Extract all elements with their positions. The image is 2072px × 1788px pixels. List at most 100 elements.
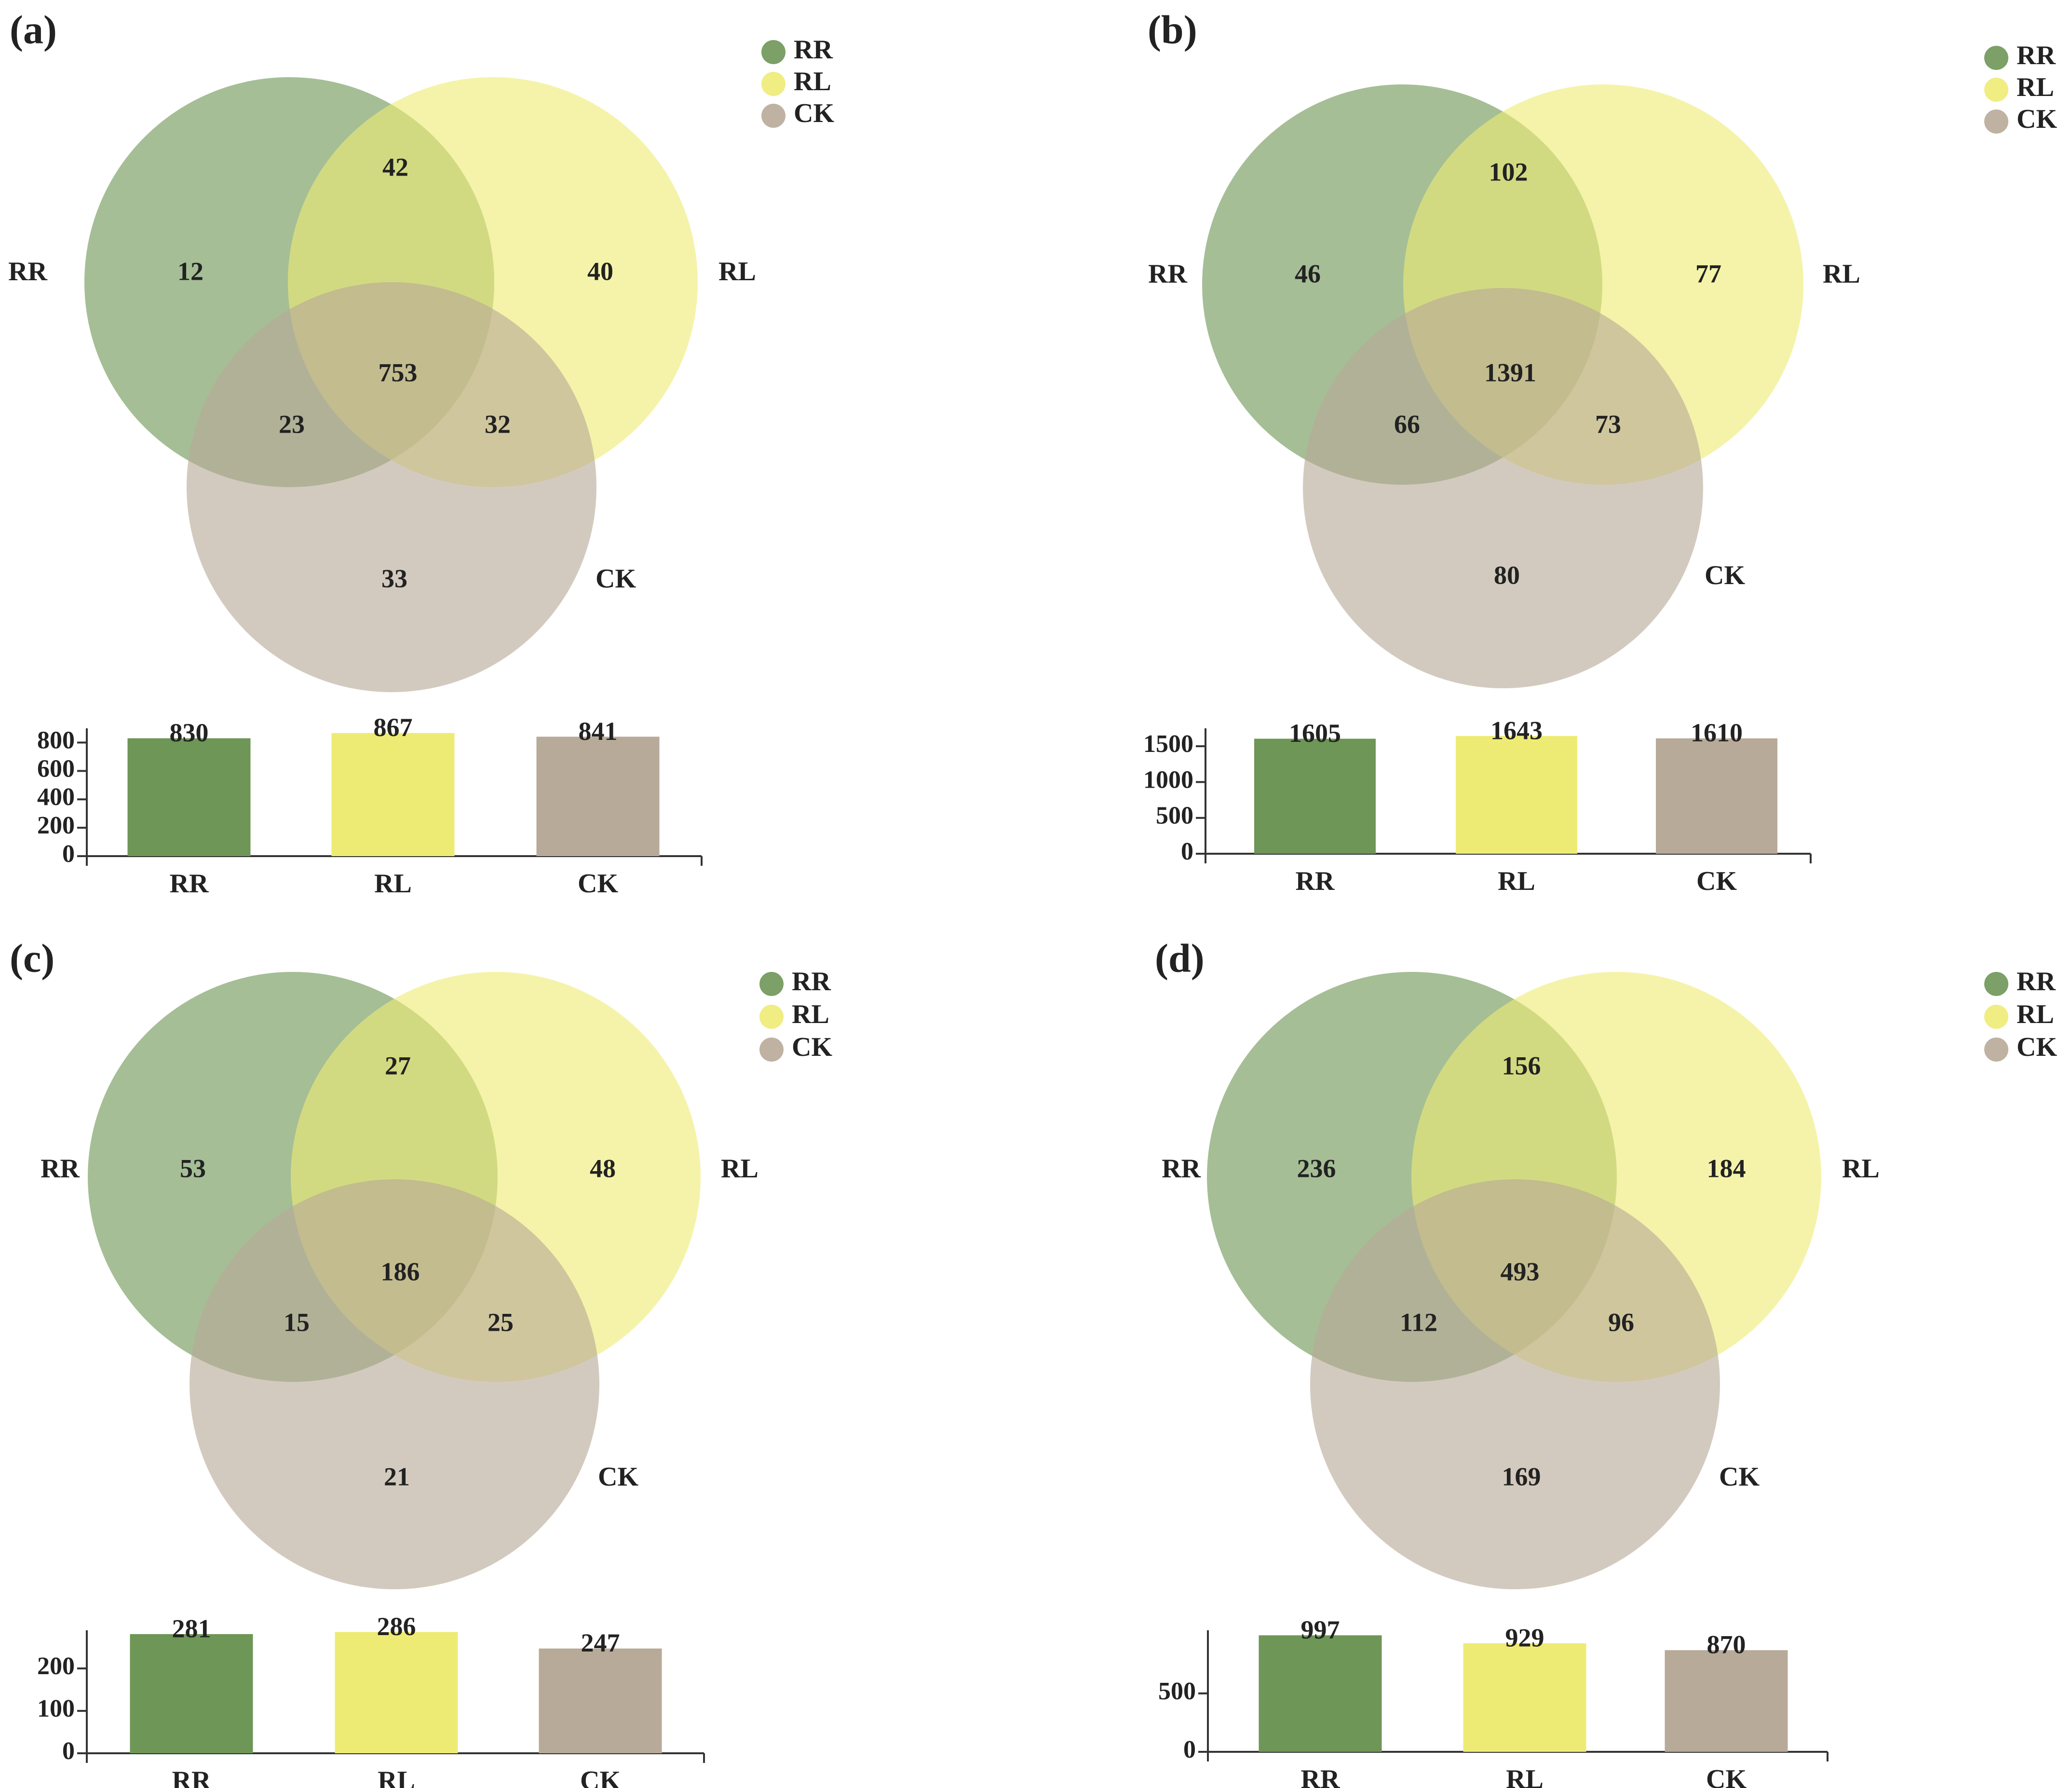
region-count-rr-only: 236 <box>1297 1154 1336 1183</box>
region-count-ck-only: 169 <box>1502 1462 1541 1491</box>
legend-swatch-ck <box>759 1037 784 1062</box>
legend-swatch-ck <box>1984 109 2008 134</box>
legend-label-rl: RL <box>792 999 829 1029</box>
y-tick-label: 1500 <box>1143 730 1193 758</box>
legend-swatch-rr <box>1984 972 2008 996</box>
legend-label-rl: RL <box>2017 999 2054 1029</box>
region-count-ck-only: 80 <box>1494 560 1520 589</box>
venn-circle-ck <box>1310 1179 1720 1589</box>
bar-value-label: 247 <box>581 1628 620 1657</box>
bar-rr <box>130 1634 253 1753</box>
y-tick-label: 200 <box>37 1652 75 1680</box>
legend-label-rr: RR <box>792 967 831 996</box>
bar-ck <box>539 1648 662 1753</box>
set-label-rr: RR <box>1162 1154 1201 1184</box>
bar-value-label: 281 <box>172 1614 211 1643</box>
legend-swatch-rl <box>761 72 785 96</box>
legend-label-rr: RR <box>2017 41 2056 70</box>
y-tick-label: 500 <box>1158 1678 1196 1705</box>
x-tick-label: RL <box>1498 866 1535 896</box>
region-count-all: 186 <box>381 1257 420 1286</box>
venn-diagram: RR RL CK 46 77 80 102 66 73 1391 <box>1148 84 1860 688</box>
legend-label-ck: CK <box>792 1032 832 1062</box>
y-tick-label: 1000 <box>1143 766 1193 793</box>
x-tick-label: RL <box>374 869 412 899</box>
x-tick-label: RR <box>1296 866 1335 896</box>
set-label-rr: RR <box>1148 259 1187 289</box>
bar-value-label: 286 <box>377 1612 416 1641</box>
set-label-rl: RL <box>1842 1154 1880 1184</box>
x-tick-label: RL <box>378 1766 415 1788</box>
panel-label: (a) <box>10 7 57 52</box>
y-tick-label: 0 <box>1181 838 1193 865</box>
region-count-rr-ck: 15 <box>284 1308 310 1337</box>
legend-label-ck: CK <box>794 98 834 128</box>
bar-ck <box>1665 1650 1788 1752</box>
region-count-rl-ck: 25 <box>488 1308 514 1337</box>
bar-value-label: 870 <box>1707 1630 1746 1659</box>
y-tick-label: 100 <box>37 1695 75 1722</box>
x-tick-label: RL <box>1506 1764 1544 1788</box>
region-count-rr-only: 12 <box>177 257 203 286</box>
legend-swatch-rr <box>761 40 785 64</box>
bar-chart: 0 500 997 RR 929 RL 870 CK <box>1158 1615 1828 1788</box>
x-tick-label: RR <box>172 1766 211 1788</box>
bar-ck <box>536 737 660 856</box>
x-tick-label: CK <box>580 1766 621 1788</box>
region-count-rr-only: 46 <box>1295 259 1321 288</box>
x-tick-label: CK <box>578 869 618 899</box>
venn-circle-ck <box>190 1179 599 1589</box>
bar-value-label: 867 <box>374 713 413 742</box>
legend-label-rl: RL <box>794 67 831 96</box>
bar-rr <box>1259 1635 1382 1752</box>
y-tick-label: 400 <box>37 783 75 811</box>
legend-swatch-ck <box>1984 1037 2008 1062</box>
region-count-rr-ck: 112 <box>1400 1308 1437 1337</box>
bar-value-label: 929 <box>1505 1623 1544 1652</box>
venn-diagram: RR RL CK 12 40 33 42 23 32 753 <box>8 77 756 692</box>
venn-diagram: RR RL CK 236 184 169 156 112 96 493 <box>1162 972 1880 1589</box>
bar-rl <box>1463 1643 1586 1752</box>
x-tick-label: CK <box>1706 1764 1747 1788</box>
y-tick-label: 500 <box>1156 802 1193 830</box>
bar-value-label: 997 <box>1301 1615 1340 1644</box>
region-count-rr-rl: 42 <box>382 152 408 181</box>
y-tick-label: 600 <box>37 755 75 782</box>
legend-label-rl: RL <box>2017 72 2054 102</box>
bar-chart: 0 100 200 281 RR 286 RL 247 CK <box>37 1612 705 1788</box>
legend-label-rr: RR <box>794 35 833 65</box>
legend-swatch-rr <box>759 972 784 996</box>
bar-value-label: 830 <box>170 718 209 747</box>
bar-rl <box>335 1632 458 1753</box>
region-count-all: 753 <box>379 358 418 387</box>
bar-chart: 0 500 1000 1500 1605 RR 1643 RL 1610 CK <box>1143 716 1812 896</box>
region-count-rr-ck: 66 <box>1394 409 1420 438</box>
region-count-rl-only: 40 <box>587 257 613 286</box>
legend-swatch-rl <box>1984 78 2008 102</box>
set-label-ck: CK <box>1719 1462 1760 1492</box>
region-count-rr-rl: 156 <box>1502 1051 1541 1080</box>
x-tick-label: RR <box>1301 1764 1340 1788</box>
region-count-rl-only: 77 <box>1695 259 1721 288</box>
y-tick-label: 0 <box>62 840 75 868</box>
bar-value-label: 1643 <box>1490 716 1543 745</box>
bar-rr <box>1254 738 1376 854</box>
set-label-rr: RR <box>41 1154 80 1184</box>
region-count-ck-only: 21 <box>384 1462 410 1491</box>
legend-swatch-ck <box>761 104 785 128</box>
x-tick-label: CK <box>1696 866 1737 896</box>
bar-rl <box>1456 736 1577 854</box>
legend-label-rr: RR <box>2017 967 2056 996</box>
panel-label: (c) <box>10 936 54 981</box>
panel-label: (b) <box>1148 7 1197 52</box>
venn-circle-ck <box>1303 288 1703 688</box>
legend-label-ck: CK <box>2017 1032 2057 1062</box>
region-count-all: 493 <box>1501 1257 1540 1286</box>
